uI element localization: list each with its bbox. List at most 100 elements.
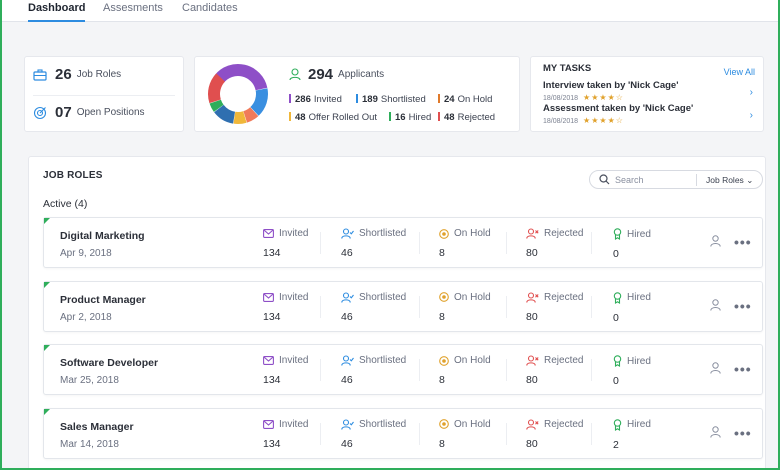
assign-user-icon[interactable] (710, 235, 721, 250)
hired-count: 0 (613, 375, 619, 387)
on-hold-column[interactable]: On Hold 8 (439, 355, 491, 386)
stat-rejected: 48 Rejected (438, 112, 495, 123)
job-role-row[interactable]: Product Manager Apr 2, 2018 Invited 134 S… (43, 280, 763, 332)
divider (591, 359, 592, 381)
donut-segment (250, 88, 268, 116)
task-item-meta: 18/08/2018 ★★★★☆ (543, 116, 624, 125)
search-icon (599, 174, 610, 185)
more-options-icon[interactable]: ••• (734, 297, 752, 314)
user-icon (289, 68, 301, 81)
on-hold-column[interactable]: On Hold 8 (439, 292, 491, 323)
column-label: Invited (279, 228, 309, 239)
column-label: Shortlisted (359, 291, 407, 303)
shortlisted-column[interactable]: Shortlisted 46 (341, 419, 406, 450)
tab-assesments[interactable]: Assesments (103, 2, 163, 14)
user-check-icon (341, 418, 354, 430)
award-icon (613, 228, 622, 240)
tab-candidates[interactable]: Candidates (182, 2, 238, 14)
job-role-date: Apr 9, 2018 (60, 248, 112, 259)
job-role-name[interactable]: Software Developer (60, 357, 159, 369)
hired-column[interactable]: Hired 0 (613, 228, 651, 260)
tab-dashboard[interactable]: Dashboard (28, 2, 86, 22)
more-options-icon[interactable]: ••• (734, 234, 752, 250)
hired-column[interactable]: Hired 0 (613, 291, 651, 324)
invited-column[interactable]: Invited 134 (263, 292, 308, 323)
shortlisted-column[interactable]: Shortlisted 46 (341, 355, 406, 386)
chevron-down-icon: ⌄ (746, 175, 754, 185)
on-hold-column[interactable]: On Hold 8 (439, 419, 491, 450)
column-label: Invited (279, 355, 309, 366)
more-options-icon[interactable]: ••• (734, 424, 752, 441)
on-hold-column[interactable]: On Hold 8 (439, 228, 491, 259)
shortlisted-column[interactable]: Shortlisted 46 (341, 292, 406, 323)
job-roles-summary[interactable]: 26 Job Roles (33, 66, 121, 83)
donut-segment (209, 99, 224, 112)
open-positions-summary[interactable]: 07 Open Positions (33, 104, 145, 121)
on-hold-count: 8 (439, 437, 445, 450)
column-label: Shortlisted (359, 228, 407, 239)
job-role-name[interactable]: Product Manager (60, 293, 146, 306)
status-corner (44, 345, 50, 351)
assign-user-icon[interactable] (710, 362, 721, 377)
user-x-icon (526, 355, 539, 366)
stat-hired: 16 Hired (389, 112, 431, 123)
shortlisted-column[interactable]: Shortlisted 46 (341, 228, 406, 259)
invited-count: 134 (263, 310, 281, 323)
my-tasks-title: MY TASKS (543, 63, 592, 74)
invited-column[interactable]: Invited 134 (263, 419, 308, 450)
task-item-text[interactable]: Interview taken by 'Nick Cage' (543, 80, 679, 91)
user-check-icon (341, 291, 354, 303)
hired-column[interactable]: Hired 2 (613, 418, 651, 451)
invited-column[interactable]: Invited 134 (263, 228, 308, 259)
search-input[interactable]: Search (615, 175, 644, 185)
assign-user-icon[interactable] (710, 298, 721, 314)
column-label: Shortlisted (359, 355, 407, 366)
shortlisted-count: 46 (341, 310, 353, 323)
assign-user-icon[interactable] (710, 425, 721, 441)
job-role-row[interactable]: Digital Marketing Apr 9, 2018 Invited 134… (43, 217, 763, 268)
divider (506, 359, 507, 381)
search-box[interactable]: Search Job Roles ⌄ (589, 170, 763, 189)
job-role-row[interactable]: Software Developer Mar 25, 2018 Invited 1… (43, 344, 763, 395)
divider (320, 295, 321, 318)
rating-stars: ★★★★☆ (583, 116, 624, 125)
job-role-name[interactable]: Sales Manager (60, 420, 134, 433)
rejected-column[interactable]: Rejected 80 (526, 228, 583, 259)
rejected-column[interactable]: Rejected 80 (526, 292, 583, 323)
user-check-icon (341, 355, 354, 366)
hired-count: 0 (613, 311, 619, 324)
shortlisted-count: 46 (341, 374, 353, 386)
more-options-icon[interactable]: ••• (734, 361, 752, 377)
invited-count: 134 (263, 374, 281, 386)
stat-on-hold: 24 On Hold (438, 94, 492, 105)
open-positions-count: 07 (55, 104, 72, 121)
job-roles-label: Job Roles (76, 69, 122, 80)
rejected-column[interactable]: Rejected 80 (526, 419, 583, 450)
envelope-icon (263, 292, 274, 302)
column-label: On Hold (454, 418, 491, 430)
chevron-right-icon[interactable]: › (749, 110, 753, 121)
column-label: Rejected (544, 418, 584, 430)
hired-column[interactable]: Hired 0 (613, 355, 651, 387)
award-icon (613, 418, 622, 431)
task-item-text[interactable]: Assessment taken by 'Nick Cage' (543, 103, 694, 114)
divider (419, 422, 420, 445)
divider (419, 232, 420, 254)
envelope-icon (263, 419, 274, 429)
job-role-name[interactable]: Digital Marketing (60, 230, 145, 242)
on-hold-count: 8 (439, 374, 445, 386)
stat-shortlisted: 189 Shortlisted (356, 94, 426, 105)
view-all-link[interactable]: View All (723, 67, 755, 77)
rejected-column[interactable]: Rejected 80 (526, 355, 583, 386)
column-label: On Hold (454, 291, 491, 303)
chevron-right-icon[interactable]: › (749, 87, 753, 98)
column-label: Shortlisted (359, 418, 407, 430)
donut-segment (214, 104, 236, 124)
job-role-row[interactable]: Sales Manager Mar 14, 2018 Invited 134 Sh… (43, 407, 763, 459)
award-icon (613, 291, 622, 304)
invited-column[interactable]: Invited 134 (263, 355, 308, 386)
status-corner (44, 218, 50, 224)
job-roles-filter-dropdown[interactable]: Job Roles ⌄ (706, 175, 754, 185)
envelope-icon (263, 356, 274, 365)
